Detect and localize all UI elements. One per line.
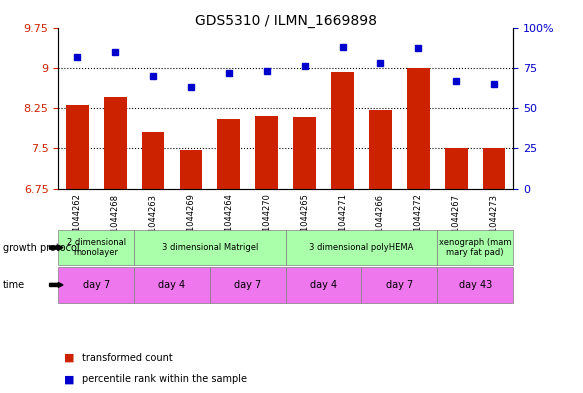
Bar <box>66 105 89 189</box>
Text: ■: ■ <box>64 374 75 384</box>
Bar <box>369 110 392 189</box>
Bar <box>142 132 164 189</box>
Text: day 4: day 4 <box>159 280 185 290</box>
Text: 2 dimensional
monolayer: 2 dimensional monolayer <box>66 238 126 257</box>
Bar <box>407 68 430 189</box>
Text: growth protocol: growth protocol <box>3 242 79 253</box>
Bar <box>331 72 354 189</box>
Bar <box>104 97 127 189</box>
Text: transformed count: transformed count <box>82 353 173 363</box>
Bar <box>293 117 316 189</box>
Text: day 7: day 7 <box>83 280 110 290</box>
Bar <box>255 116 278 189</box>
Text: 3 dimensional Matrigel: 3 dimensional Matrigel <box>161 243 258 252</box>
Bar <box>445 149 468 189</box>
Text: GDS5310 / ILMN_1669898: GDS5310 / ILMN_1669898 <box>195 14 377 28</box>
Text: ■: ■ <box>64 353 75 363</box>
Text: time: time <box>3 280 25 290</box>
Text: day 7: day 7 <box>386 280 413 290</box>
Text: xenograph (mam
mary fat pad): xenograph (mam mary fat pad) <box>439 238 511 257</box>
Text: 3 dimensional polyHEMA: 3 dimensional polyHEMA <box>309 243 414 252</box>
Text: percentile rank within the sample: percentile rank within the sample <box>82 374 247 384</box>
Bar <box>483 149 505 189</box>
Text: day 43: day 43 <box>458 280 492 290</box>
Bar <box>217 119 240 189</box>
Text: day 4: day 4 <box>310 280 337 290</box>
Text: day 7: day 7 <box>234 280 261 290</box>
Bar <box>180 150 202 189</box>
